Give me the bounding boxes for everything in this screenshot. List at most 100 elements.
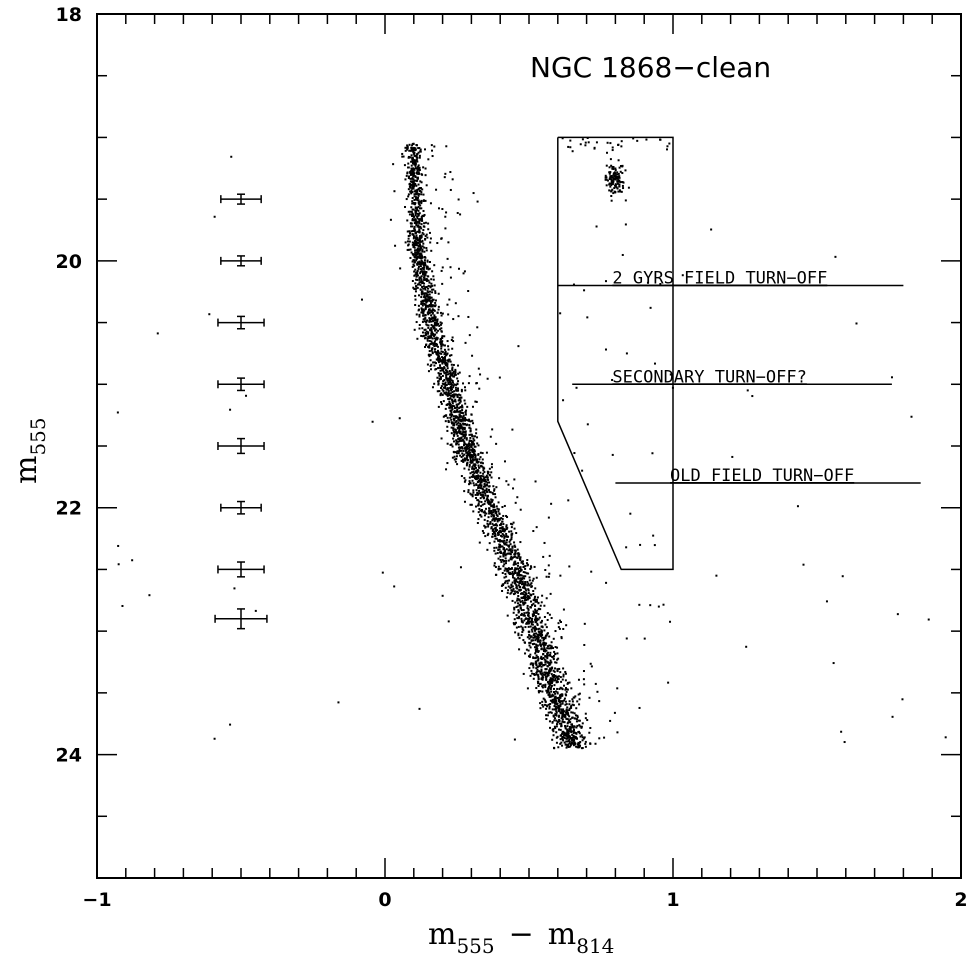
data-point <box>542 676 545 679</box>
data-point <box>476 492 479 495</box>
data-point <box>430 336 433 339</box>
data-point <box>458 414 461 417</box>
data-point <box>457 443 460 446</box>
data-point <box>538 634 541 637</box>
data-point <box>503 581 506 584</box>
data-point <box>407 156 410 159</box>
data-point <box>465 409 468 412</box>
data-point <box>467 489 470 492</box>
data-point <box>519 604 522 607</box>
data-point <box>466 423 469 426</box>
selection-box-outline <box>557 136 674 571</box>
data-point <box>422 267 425 270</box>
data-point <box>443 344 446 347</box>
data-point <box>430 278 433 281</box>
data-point <box>545 707 548 710</box>
data-point <box>468 419 471 422</box>
data-point <box>427 332 430 335</box>
data-point <box>463 437 466 440</box>
data-point <box>529 653 532 656</box>
data-point <box>415 198 418 201</box>
data-point <box>467 290 470 293</box>
data-point <box>441 340 444 343</box>
data-point <box>459 406 462 409</box>
data-point <box>451 379 454 382</box>
data-point <box>449 375 452 378</box>
data-point <box>543 642 546 645</box>
data-point <box>507 549 510 552</box>
data-point <box>448 372 451 375</box>
data-point <box>536 622 539 625</box>
data-point <box>481 503 484 506</box>
data-point <box>457 416 460 419</box>
data-point <box>444 387 447 390</box>
data-point <box>571 711 574 714</box>
data-point <box>413 193 416 196</box>
data-point <box>486 377 489 380</box>
data-point <box>432 332 435 335</box>
data-point <box>473 448 476 451</box>
data-point <box>482 475 485 478</box>
data-point <box>494 537 497 540</box>
data-point <box>524 571 527 574</box>
data-point <box>410 210 413 213</box>
data-point <box>440 350 443 353</box>
data-point <box>529 620 532 623</box>
data-point <box>411 233 414 236</box>
data-point <box>445 414 448 417</box>
data-point <box>516 574 519 577</box>
data-point <box>494 518 497 521</box>
data-point <box>486 472 489 475</box>
data-point <box>423 273 426 276</box>
data-point <box>522 593 525 596</box>
data-point <box>439 357 442 360</box>
data-point <box>478 507 481 510</box>
data-point <box>428 346 431 349</box>
data-point <box>466 452 469 455</box>
data-point <box>478 387 481 390</box>
data-point <box>568 565 571 568</box>
data-point <box>546 673 549 676</box>
data-point <box>403 164 406 167</box>
data-point <box>465 454 468 457</box>
data-point <box>556 703 559 706</box>
data-point <box>531 620 534 623</box>
data-point <box>563 731 566 734</box>
data-point <box>477 477 480 480</box>
data-point <box>525 596 528 599</box>
data-point <box>551 721 554 724</box>
data-point <box>506 568 509 571</box>
data-point <box>414 159 417 162</box>
data-point <box>498 376 501 379</box>
data-point <box>554 646 557 649</box>
data-point <box>616 182 619 185</box>
data-point <box>574 735 577 738</box>
data-point <box>519 588 522 591</box>
data-point <box>560 700 563 703</box>
data-point <box>556 691 559 694</box>
data-point <box>453 400 456 403</box>
data-point <box>414 175 417 178</box>
data-point <box>568 709 571 712</box>
data-point <box>477 444 480 447</box>
data-point <box>408 175 411 178</box>
data-point <box>578 746 581 749</box>
data-point <box>567 713 570 716</box>
data-point <box>475 400 478 403</box>
data-point <box>528 633 531 636</box>
data-point <box>450 418 453 421</box>
data-point <box>513 608 516 611</box>
data-point <box>427 228 430 231</box>
data-point <box>576 716 579 719</box>
data-point <box>560 636 563 639</box>
annotation-label: 2 GYRS FIELD TURN−OFF <box>612 269 827 289</box>
data-point <box>418 219 421 222</box>
x-tick-label: 2 <box>954 889 967 911</box>
data-point <box>415 321 418 324</box>
data-point <box>491 519 494 522</box>
data-point <box>537 636 540 639</box>
data-point <box>417 171 420 174</box>
data-point <box>425 267 428 270</box>
data-point <box>501 545 504 548</box>
